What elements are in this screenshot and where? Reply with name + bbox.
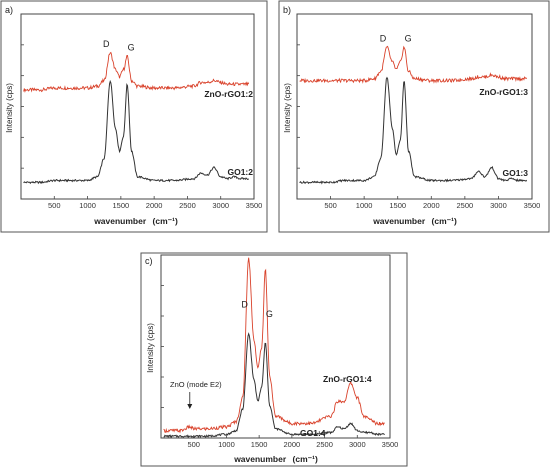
panel-c-plot-area <box>160 254 391 439</box>
panel-b-letter: b) <box>283 5 291 15</box>
panel-c-xlabel-unit: (cm⁻¹) <box>293 454 318 464</box>
series-line-bottom <box>299 76 528 185</box>
panel-c-ylabel: Intensity (cps) <box>146 323 155 373</box>
panel-b-series-label-bottom: GO1:3 <box>502 168 528 178</box>
panel-b-x-ticks: 500 1000 1500 2000 2500 3000 3500 <box>324 196 540 210</box>
panel-a-ylabel: Intensity (cps) <box>5 83 14 133</box>
panel-c-x-ticks: 500 1000 1500 2000 2500 3000 3500 <box>187 435 398 449</box>
panel-a-xlabel: wavenumber (cm⁻¹) <box>93 216 178 226</box>
x-tick-label: 3000 <box>212 201 229 210</box>
panel-b-xlabel-main: wavenumber <box>372 216 426 226</box>
series-line-top <box>299 45 527 84</box>
peak-label-d: D <box>380 33 387 43</box>
x-tick-label: 1500 <box>251 440 268 449</box>
x-tick-label: 500 <box>187 440 200 449</box>
x-tick-label: 3000 <box>349 440 366 449</box>
panel-c-annotation-arrowhead <box>187 404 193 409</box>
panel-c-peak-labels: DG <box>241 300 272 319</box>
peak-label-g: G <box>128 43 135 53</box>
x-tick-label: 1000 <box>218 440 235 449</box>
panel-c-xlabel: wavenumber (cm⁻¹) <box>233 454 318 464</box>
x-tick-label: 1000 <box>79 201 96 210</box>
peak-label-g: G <box>266 309 273 319</box>
panel-b-frame <box>278 0 550 233</box>
series-line-bottom <box>163 332 385 439</box>
panel-b-xlabel-unit: (cm⁻¹) <box>432 216 457 226</box>
x-tick-label: 3500 <box>246 201 263 210</box>
panel-a-letter: a) <box>5 5 13 15</box>
x-tick-label: 2000 <box>423 201 440 210</box>
panel-b-ylabel: Intensity (cps) <box>283 83 292 133</box>
panel-a-series <box>23 51 250 185</box>
panel-c-xlabel-main: wavenumber <box>233 454 287 464</box>
panel-c: c) Intensity (cps) 500 1000 1500 2000 2500 30… <box>140 252 408 467</box>
series-line-bottom <box>23 79 250 185</box>
panel-c-y-ticks <box>161 285 164 408</box>
panel-b-series <box>299 45 528 185</box>
panel-b-xlabel: wavenumber (cm⁻¹) <box>372 216 457 226</box>
peak-label-d: D <box>103 39 110 49</box>
panel-a-xlabel-main: wavenumber <box>93 216 147 226</box>
panel-c-series-label-bottom: GO1:4 <box>300 428 326 438</box>
x-tick-label: 1000 <box>356 201 373 210</box>
x-tick-label: 2500 <box>179 201 196 210</box>
x-tick-label: 2500 <box>316 440 333 449</box>
x-tick-label: 500 <box>48 201 61 210</box>
x-tick-label: 3500 <box>382 440 399 449</box>
panel-a-series-label-top: ZnO-rGO1:2 <box>204 89 253 99</box>
panel-c-series <box>163 257 385 439</box>
x-tick-label: 3500 <box>524 201 541 210</box>
x-tick-label: 2500 <box>457 201 474 210</box>
panel-a-series-label-bottom: GO1:2 <box>227 167 253 177</box>
panel-a: a) Intensity (cps) 500 1000 1500 2000 2500 30… <box>0 0 268 233</box>
x-tick-label: 1500 <box>389 201 406 210</box>
x-tick-label: 500 <box>324 201 337 210</box>
panel-a-xlabel-unit: (cm⁻¹) <box>153 216 178 226</box>
panel-c-zno-annotation: ZnO (mode E2) <box>170 380 222 389</box>
panel-c-series-label-top: ZnO-rGO1:4 <box>323 374 372 384</box>
x-tick-label: 1500 <box>113 201 130 210</box>
panel-c-letter: c) <box>145 256 153 266</box>
x-tick-label: 3000 <box>490 201 507 210</box>
panel-a-plot-area <box>20 13 255 200</box>
panel-c-frame <box>140 252 408 467</box>
peak-label-g: G <box>405 33 412 43</box>
peak-label-d: D <box>241 300 248 310</box>
series-line-top <box>163 257 385 434</box>
panel-b: b) Intensity (cps) 500 1000 1500 2000 2500 30… <box>278 0 550 233</box>
panel-a-y-ticks <box>21 44 24 169</box>
series-line-top <box>23 51 250 93</box>
panel-b-y-ticks <box>297 44 300 169</box>
panel-a-x-ticks: 500 1000 1500 2000 2500 3000 3500 <box>48 196 262 210</box>
x-tick-label: 2000 <box>284 440 301 449</box>
panel-b-plot-area <box>296 13 533 200</box>
panel-a-frame <box>0 0 268 233</box>
x-tick-label: 2000 <box>146 201 163 210</box>
panel-b-series-label-top: ZnO-rGO1:3 <box>479 87 528 97</box>
